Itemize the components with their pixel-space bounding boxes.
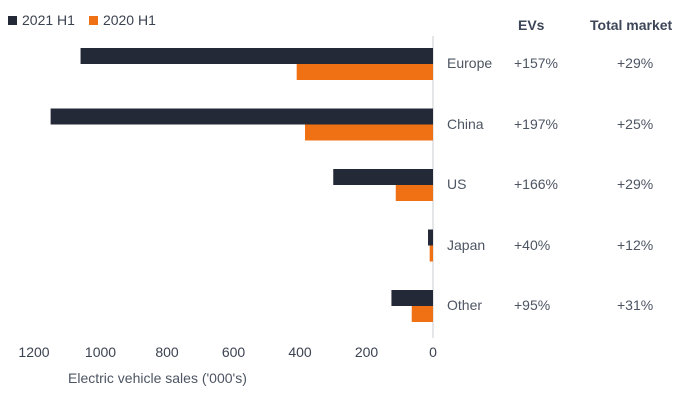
x-tick-label: 600	[221, 344, 246, 360]
legend-item-2021: 2021 H1	[8, 12, 75, 28]
x-tick-label: 1000	[84, 344, 117, 360]
bar-china-2020-h1	[304, 124, 433, 141]
evs-value-other: +95%	[514, 297, 551, 313]
bar-us-2020-h1	[395, 185, 433, 201]
total-market-value-us: +29%	[617, 176, 654, 192]
legend-label-2020: 2020 H1	[102, 12, 156, 28]
bar-us-2021-h1	[333, 169, 433, 185]
total-market-value-china: +25%	[617, 115, 654, 132]
bar-japan-2020-h1	[429, 245, 433, 262]
evs-column-header: EVs	[518, 17, 545, 33]
evs-value-europe: +157%	[514, 55, 558, 71]
legend-swatch-2020	[88, 15, 98, 25]
bar-europe-2021-h1	[80, 48, 434, 64]
category-label-europe: Europe	[447, 55, 493, 71]
category-label-china: China	[447, 115, 484, 132]
bar-japan-2021-h1	[428, 229, 433, 246]
legend: 2021 H1 2020 H1	[8, 12, 156, 28]
x-tick-label: 400	[288, 344, 312, 360]
bar-europe-2020-h1	[296, 64, 433, 80]
x-tick-label: 800	[155, 344, 179, 360]
total-market-column-header: Total market	[590, 17, 673, 33]
legend-label-2021: 2021 H1	[22, 12, 75, 28]
bar-china-2021-h1	[50, 108, 433, 125]
bar-other-2020-h1	[411, 306, 433, 322]
evs-value-china: +197%	[514, 115, 558, 132]
bar-other-2021-h1	[391, 290, 433, 306]
category-label-other: Other	[447, 297, 483, 313]
total-market-value-japan: +12%	[617, 236, 654, 253]
total-market-value-other: +31%	[617, 297, 654, 313]
evs-value-us: +166%	[514, 176, 558, 192]
total-market-value-europe: +29%	[617, 55, 654, 71]
legend-swatch-2021	[8, 15, 17, 25]
category-label-japan: Japan	[447, 236, 486, 253]
x-axis-label: Electric vehicle sales ('000's)	[68, 370, 247, 386]
category-label-us: US	[447, 176, 467, 192]
x-tick-label: 1200	[18, 344, 50, 360]
x-tick-label: 200	[354, 344, 379, 360]
evs-value-japan: +40%	[514, 236, 551, 253]
legend-item-2020: 2020 H1	[88, 12, 156, 28]
x-tick-label: 0	[429, 344, 437, 360]
